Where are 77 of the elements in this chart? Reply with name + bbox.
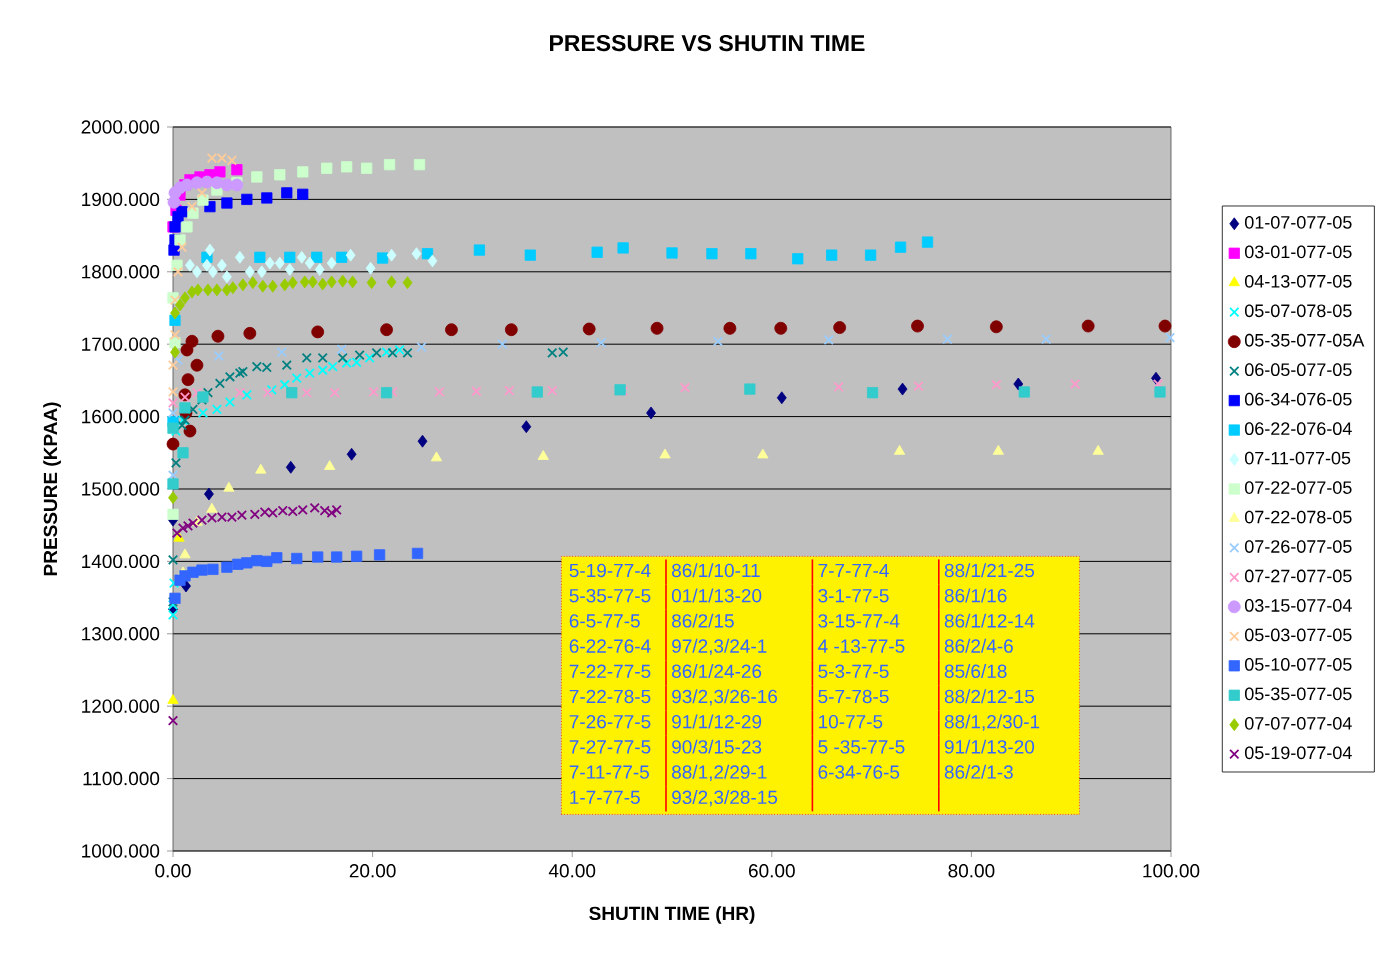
annotation: 91/1/13-20 [944,739,1035,754]
legend-label: 07-07-077-04 [1244,716,1352,730]
annotation: 91/1/12-29 [672,714,762,729]
legend-label: 05-19-077-04 [1244,746,1352,760]
legend-label: 06-34-076-05 [1244,392,1352,406]
y-tick-label: 1400.000 [82,554,160,569]
legend-label: 05-10-077-05 [1244,658,1352,671]
annotation: 7-22-78-5 [569,689,651,704]
legend-label: 06-22-076-04 [1244,422,1352,436]
annotation: 86/1/24-26 [672,664,762,679]
annotation: 5-7-78-5 [818,689,889,704]
annotation: 7-22-77-5 [569,664,651,679]
annotation: 88/1/21-25 [944,563,1035,578]
x-tick-label: 80.00 [948,864,995,878]
legend-label: 01-07-077-05 [1244,215,1352,229]
y-axis-title: PRESSURE (KPAA) [43,402,61,576]
annotation: 10-77-5 [819,714,883,729]
annotation: 88/1,2/30-1 [944,714,1040,731]
annotation: 88/2/12-15 [944,689,1035,704]
legend-label: 07-22-077-05 [1244,481,1352,494]
annotation: 5 -35-77-5 [818,740,905,754]
y-tick-label: 1900.000 [82,192,160,207]
x-tick-label: 20.00 [349,864,396,878]
annotation: 86/2/4-6 [944,638,1013,653]
annotation: 4 -13-77-5 [818,639,905,653]
legend-label: 07-26-077-05 [1244,540,1352,553]
legend-label: 07-22-078-05 [1244,510,1352,524]
annotation: 93/2,3/26-16 [672,689,778,706]
annotation: 5-19-77-4 [569,563,651,578]
annotation: 6-5-77-5 [569,614,640,628]
y-tick-label: 1000.000 [82,844,160,858]
annotation: 7-11-77-5 [569,765,649,779]
annotation: 1-7-77-5 [570,790,640,805]
annotation: 3-1-77-5 [818,588,889,603]
annotation: 5-35-77-5 [569,588,651,603]
annotation: 85/6/18 [944,664,1007,679]
x-tick-label: 0.00 [155,864,191,878]
legend-label: 05-35-077-05A [1244,333,1365,347]
annotation: 86/1/10-11 [672,563,760,578]
annotation: 88/1,2/29-1 [672,764,767,782]
legend-label: 03-15-077-04 [1244,599,1352,612]
legend-label: 07-11-077-05 [1244,451,1351,465]
y-tick-label: 1600.000 [82,409,160,424]
annotation: 01/1/13-20 [671,588,762,603]
annotation: 7-26-77-5 [569,714,651,729]
legend-label: 06-05-077-05 [1244,363,1352,377]
annotation: 6-34-76-5 [818,765,900,779]
annotation: 7-27-77-5 [569,740,651,754]
annotation: 86/2/15 [672,613,734,628]
y-tick-label: 1200.000 [82,699,160,713]
x-axis-title: SHUTIN TIME (HR) [589,906,755,924]
legend-label: 05-03-077-05 [1244,628,1352,642]
legend-label: 04-13-077-05 [1244,274,1352,288]
y-tick-label: 1700.000 [82,337,160,351]
annotation: 6-22-76-4 [569,639,651,653]
x-tick-label: 100.00 [1143,864,1200,878]
y-tick-label: 2000.000 [81,120,160,134]
chart-title: PRESSURE VS SHUTIN TIME [550,34,865,52]
annotation: 86/2/1-3 [944,764,1013,779]
annotation: 86/1/16 [944,588,1007,603]
x-tick-label: 60.00 [749,864,795,878]
legend-label: 05-07-078-05 [1244,304,1352,318]
annotation: 93/2,3/28-15 [672,790,778,807]
annotation: 90/3/15-23 [672,739,762,754]
annotation: 7-7-77-4 [818,563,889,578]
annotation: 86/1/12-14 [944,613,1035,628]
annotation: 97/2,3/24-1 [672,638,767,656]
legend-label: 07-27-077-05 [1244,569,1352,583]
y-tick-label: 1800.000 [82,265,160,279]
y-tick-label: 1100.000 [83,771,160,786]
legend-label: 05-35-077-05 [1244,687,1352,701]
y-tick-label: 1300.000 [82,627,160,641]
y-tick-label: 1500.000 [82,482,160,496]
annotation: 5-3-77-5 [818,664,889,679]
legend-label: 03-01-077-05 [1244,245,1352,259]
annotation: 3-15-77-4 [818,614,900,628]
x-tick-label: 40.00 [548,864,596,878]
